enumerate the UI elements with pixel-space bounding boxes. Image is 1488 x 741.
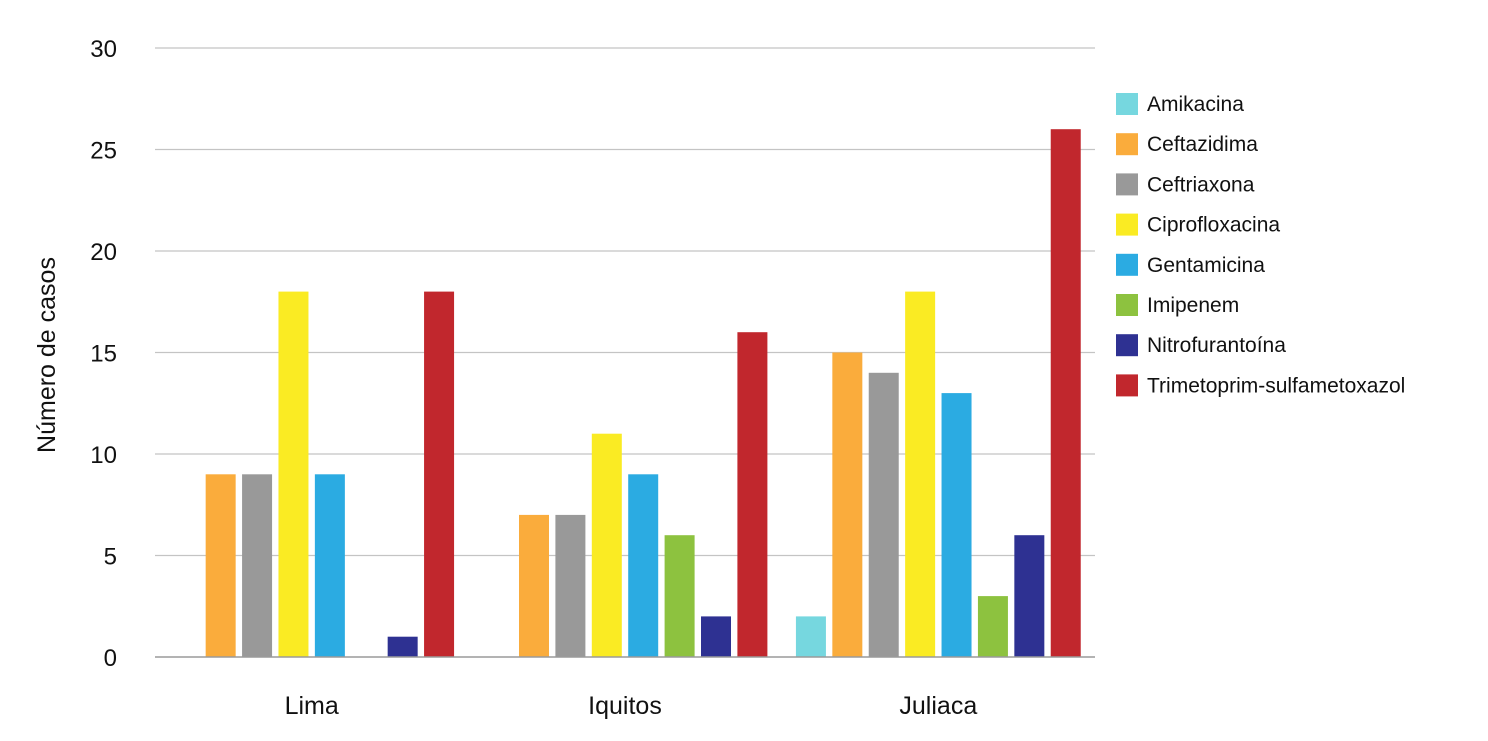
x-category-label: Iquitos	[588, 692, 662, 720]
y-tick-label: 15	[90, 341, 117, 368]
bar-lima-5	[314, 474, 345, 657]
bar-juliaca-4	[905, 291, 936, 657]
legend-swatch	[1116, 294, 1138, 316]
bar-juliaca-7	[1014, 535, 1045, 657]
bars	[205, 129, 1081, 657]
bar-juliaca-6	[977, 596, 1008, 657]
legend-swatch	[1116, 133, 1138, 156]
bar-iquitos-8	[737, 332, 768, 657]
bar-lima-2	[205, 474, 236, 657]
legend-label: Nitrofurantoína	[1147, 334, 1286, 357]
y-tick-label: 5	[104, 544, 117, 571]
x-axis-categories: Lima Iquitos Juliaca	[285, 692, 978, 720]
bar-lima-4	[278, 291, 309, 657]
bar-juliaca-8	[1050, 129, 1081, 657]
legend: Amikacina Ceftazidima Ceftriaxona Ciproflox…	[1116, 93, 1405, 397]
y-tick-label: 25	[90, 138, 117, 165]
bar-iquitos-2	[519, 514, 549, 657]
y-tick-label: 0	[104, 645, 117, 672]
y-tick-label: 10	[90, 442, 117, 469]
bar-juliaca-1	[795, 616, 826, 657]
bar-juliaca-2	[832, 352, 863, 657]
legend-label: Amikacina	[1147, 93, 1244, 116]
y-axis-title: Número de casos	[33, 257, 61, 453]
legend-label: Ceftriaxona	[1147, 173, 1255, 196]
legend-label: Ciprofloxacina	[1147, 214, 1280, 237]
bar-iquitos-3	[555, 514, 586, 657]
y-tick-label: 30	[90, 36, 117, 63]
gridlines	[155, 47, 1095, 557]
legend-label: Trimetoprim-sulfametoxazol	[1147, 374, 1405, 397]
y-axis-ticks: 0 5 10 15 20 25 30	[90, 36, 117, 672]
legend-swatch	[1116, 213, 1138, 236]
bar-iquitos-7	[701, 616, 731, 657]
bar-iquitos-6	[664, 535, 695, 657]
x-category-label: Lima	[285, 692, 339, 720]
bar-lima-8	[424, 291, 455, 657]
legend-swatch	[1116, 334, 1138, 357]
y-tick-label: 20	[90, 239, 117, 266]
bar-lima-7	[387, 636, 418, 657]
bar-iquitos-4	[591, 433, 622, 657]
bar-iquitos-5	[628, 474, 659, 657]
bar-juliaca-5	[941, 393, 972, 657]
bar-juliaca-3	[868, 372, 899, 657]
legend-label: Gentamicina	[1147, 254, 1265, 277]
legend-swatch	[1116, 93, 1138, 115]
legend-swatch	[1116, 374, 1138, 397]
legend-label: Ceftazidima	[1147, 133, 1258, 156]
legend-label: Imipenem	[1147, 294, 1239, 317]
x-category-label: Juliaca	[899, 692, 977, 720]
legend-swatch	[1116, 253, 1138, 276]
bar-lima-3	[242, 474, 273, 657]
legend-swatch	[1116, 173, 1138, 196]
